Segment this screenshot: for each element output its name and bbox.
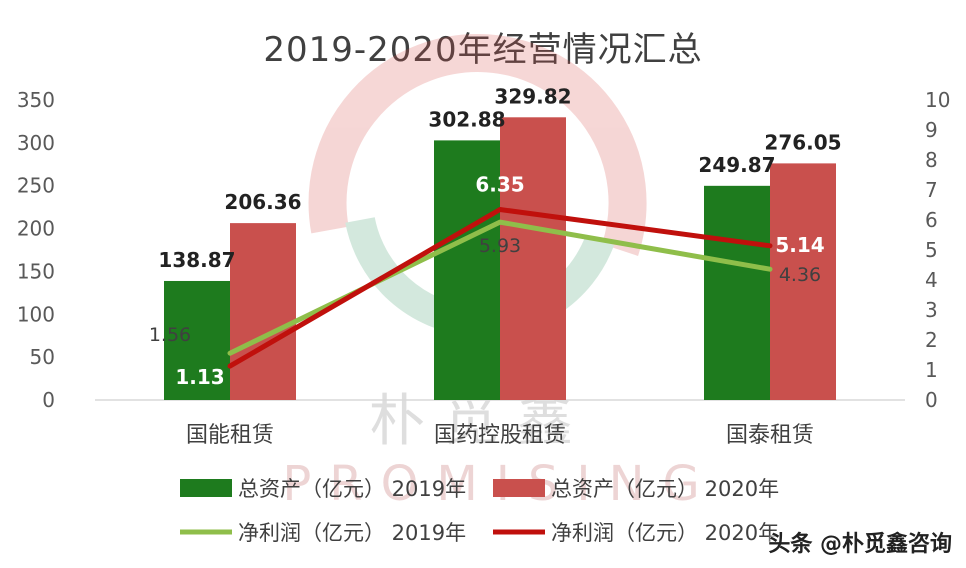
y-right-tick-label: 3 xyxy=(925,298,938,322)
watermark-text: 头条 @朴觅鑫咨询 xyxy=(768,532,952,557)
bar xyxy=(434,140,500,401)
legend-label: 总资产（亿元） 2019年 xyxy=(238,477,466,501)
bar-value-label: 276.05 xyxy=(764,130,841,154)
y-left-tick-label: 0 xyxy=(42,388,55,412)
line-series xyxy=(227,219,773,356)
line-value-label: 5.93 xyxy=(479,235,521,257)
y-left-tick-label: 200 xyxy=(17,217,55,241)
legend-label: 净利润（亿元） 2019年 xyxy=(238,521,466,545)
legend-label: 净利润（亿元） 2020年 xyxy=(551,521,779,545)
chart-title: 2019-2020年经营情况汇总 xyxy=(263,30,703,70)
legend-label: 总资产（亿元） 2020年 xyxy=(551,477,779,501)
bar xyxy=(704,185,770,400)
legend-swatch xyxy=(493,479,545,497)
line-value-label: 4.36 xyxy=(779,264,821,286)
line-value-label: 1.13 xyxy=(175,365,224,389)
bars-layer xyxy=(164,117,836,401)
labels-layer: 138.87 302.88 249.87 206.36 329.82 276.05 1.56… xyxy=(149,84,842,389)
legend-swatch xyxy=(180,479,232,497)
bar xyxy=(164,280,230,400)
bar-value-label: 249.87 xyxy=(698,153,775,177)
x-category-label: 国药控股租赁 xyxy=(434,423,566,448)
bar xyxy=(500,117,566,400)
y-right-tick-label: 8 xyxy=(925,148,938,172)
bar-value-label: 206.36 xyxy=(224,190,301,214)
bar-value-label: 302.88 xyxy=(428,107,505,131)
y-right-tick-label: 1 xyxy=(925,358,938,382)
bar xyxy=(230,223,296,400)
line-series xyxy=(227,207,773,369)
line-value-label: 5.14 xyxy=(775,233,824,257)
y-right-tick-label: 7 xyxy=(925,178,938,202)
line-value-label: 6.35 xyxy=(475,173,524,197)
y-right-tick-label: 10 xyxy=(925,88,950,112)
y-left-tick-label: 50 xyxy=(30,345,55,369)
x-category-label: 国能租赁 xyxy=(186,423,274,448)
bar-value-label: 138.87 xyxy=(158,248,235,272)
y-right-tick-label: 6 xyxy=(925,208,938,232)
y-left-tick-label: 250 xyxy=(17,174,55,198)
y-right-tick-label: 4 xyxy=(925,268,938,292)
x-category-label: 国泰租赁 xyxy=(726,423,814,448)
y-right-tick-label: 2 xyxy=(925,328,938,352)
y-right-tick-label: 9 xyxy=(925,118,938,142)
line-value-label: 1.56 xyxy=(149,324,191,346)
y-left-tick-label: 150 xyxy=(17,259,55,283)
bar-value-label: 329.82 xyxy=(494,84,571,108)
logo-arc-red xyxy=(308,34,647,256)
logo-english-text: PROMISING xyxy=(282,456,717,512)
y-left-tick-label: 300 xyxy=(17,131,55,155)
y-left-tick-label: 100 xyxy=(17,302,55,326)
y-right-tick-label: 0 xyxy=(925,388,938,412)
bar xyxy=(770,163,836,400)
lines-layer xyxy=(227,207,773,369)
y-left-tick-label: 350 xyxy=(17,88,55,112)
y-right-tick-label: 5 xyxy=(925,238,938,262)
